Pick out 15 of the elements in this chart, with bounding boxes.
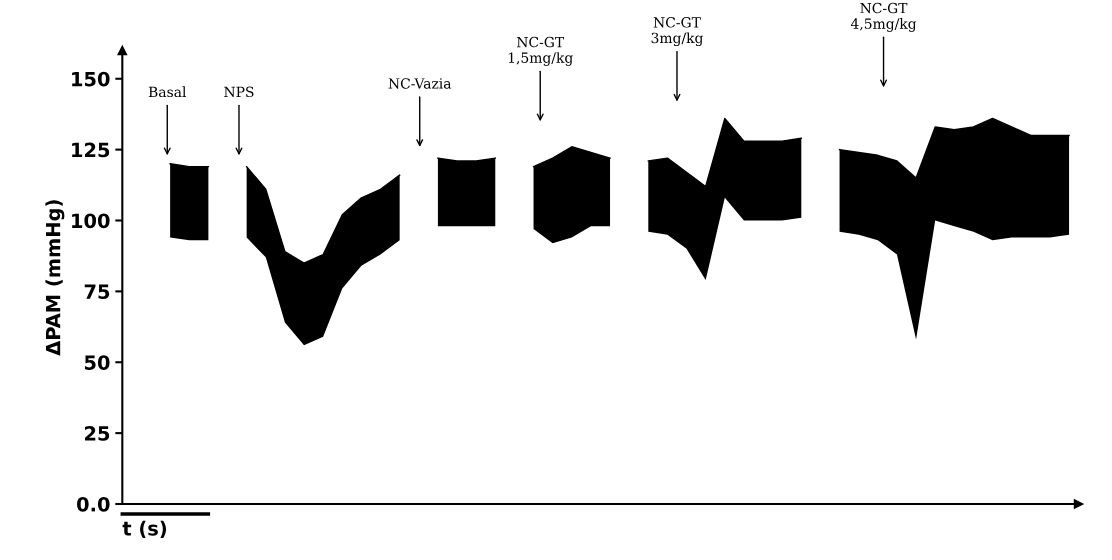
x-axis-title: t (s) [122, 520, 167, 539]
y-tick-label: 0.0 [77, 496, 110, 512]
annotation: Basal [148, 86, 187, 98]
text: NC-GT 4,5mg/kg [850, 2, 917, 32]
y-tick-label: 25 [84, 426, 110, 441]
annotation: NC-Vazia [388, 78, 452, 89]
y-tick-label: 100 [72, 213, 110, 229]
y-tick-label: 150 [72, 71, 110, 87]
y-tick-label: 50 [84, 355, 110, 370]
annotation: NC-GT 1,5mg/kg [508, 36, 573, 66]
y-axis-title: ΔPAM (mmHg) [45, 200, 65, 356]
text: NC-GT 3mg/kg [651, 17, 704, 47]
y-tick-label: 125 [72, 142, 110, 158]
annotation: NPS [224, 86, 254, 98]
y-tick-label: 75 [84, 284, 110, 300]
